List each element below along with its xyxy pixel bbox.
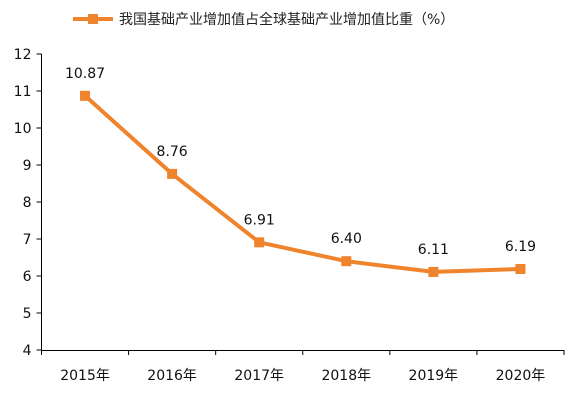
data-point-marker [80, 90, 91, 101]
legend: 我国基础产业增加值占全球基础产业增加值比重（%） [73, 11, 454, 28]
x-tick-label: 2020年 [496, 368, 546, 384]
data-point-marker [515, 263, 526, 274]
data-labels: 10.87 8.76 6.91 6.40 6.11 6.19 [65, 66, 536, 258]
data-label: 8.76 [157, 144, 188, 160]
legend-swatch-marker [88, 14, 98, 24]
x-ticks: 2015年 2016年 2017年 2018年 2019年 2020年 [41, 350, 565, 384]
x-tick-label: 2019年 [409, 368, 459, 384]
data-point-marker [254, 237, 265, 248]
data-point-marker [167, 168, 178, 179]
data-label: 6.91 [244, 212, 275, 228]
data-point-marker [428, 266, 439, 277]
data-label: 6.19 [505, 239, 536, 255]
axes [41, 54, 564, 351]
series-line [83, 94, 521, 274]
y-tick-label: 7 [23, 232, 32, 248]
y-ticks: 4 5 6 7 8 9 10 11 12 [14, 47, 42, 359]
data-label: 10.87 [65, 66, 105, 82]
data-label: 6.11 [418, 242, 449, 258]
x-tick-label: 2017年 [234, 368, 284, 384]
y-tick-label: 12 [14, 47, 32, 63]
y-tick-label: 5 [23, 306, 32, 322]
y-tick-label: 11 [14, 84, 32, 100]
x-tick-label: 2016年 [147, 368, 197, 384]
y-tick-label: 8 [23, 195, 32, 211]
y-tick-label: 4 [23, 343, 32, 359]
data-point-marker [341, 256, 352, 267]
legend-series-label: 我国基础产业增加值占全球基础产业增加值比重（%） [119, 11, 454, 28]
x-tick-label: 2018年 [321, 368, 371, 384]
data-label: 6.40 [331, 231, 362, 247]
x-tick-label: 2015年 [60, 368, 110, 384]
y-tick-label: 9 [23, 158, 32, 174]
y-tick-label: 6 [23, 269, 32, 285]
y-tick-label: 10 [14, 121, 32, 137]
series-layer [80, 90, 526, 277]
